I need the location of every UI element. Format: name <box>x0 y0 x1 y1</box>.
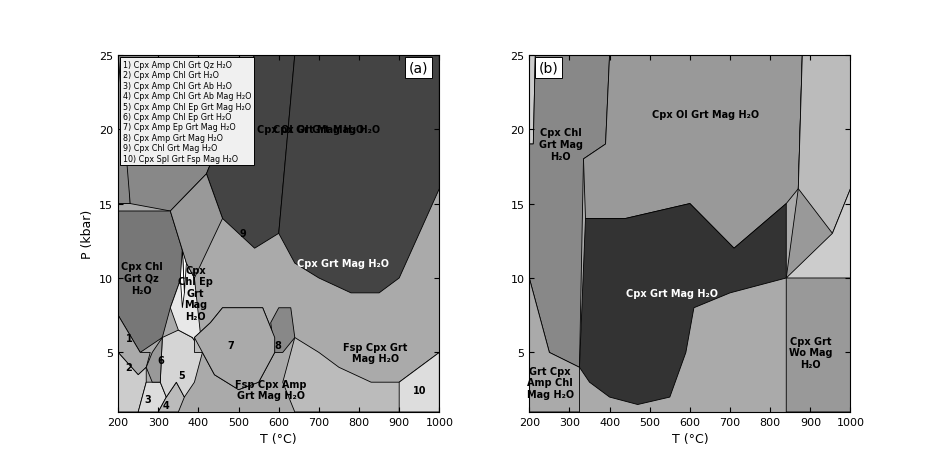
Text: (b): (b) <box>538 61 558 75</box>
Polygon shape <box>582 56 801 249</box>
Polygon shape <box>529 56 609 368</box>
Text: Grt Cpx
Amp Chl
Mag H₂O: Grt Cpx Amp Chl Mag H₂O <box>526 366 573 399</box>
Polygon shape <box>118 56 130 204</box>
Polygon shape <box>398 353 439 412</box>
Text: 1: 1 <box>126 333 132 343</box>
Polygon shape <box>170 175 222 278</box>
Polygon shape <box>180 249 184 308</box>
Polygon shape <box>118 56 254 212</box>
Polygon shape <box>170 263 202 353</box>
Polygon shape <box>118 56 130 204</box>
Polygon shape <box>158 382 184 412</box>
Text: Cpx Grt
Wo Mag
H₂O: Cpx Grt Wo Mag H₂O <box>787 336 832 369</box>
Text: Cpx Chl
Grt Qz
H₂O: Cpx Chl Grt Qz H₂O <box>121 262 162 295</box>
Text: Cpx Ol Grt Mag H₂O: Cpx Ol Grt Mag H₂O <box>273 125 380 135</box>
Polygon shape <box>194 308 275 390</box>
Text: 10: 10 <box>413 385 426 395</box>
Text: (a): (a) <box>408 61 428 75</box>
Polygon shape <box>194 308 275 390</box>
Polygon shape <box>579 204 785 405</box>
Text: Fsp Cpx Amp
Grt Mag H₂O: Fsp Cpx Amp Grt Mag H₂O <box>235 379 306 400</box>
Polygon shape <box>529 56 534 144</box>
Polygon shape <box>282 338 439 412</box>
Text: Cpx Ol Grt Mag H₂O: Cpx Ol Grt Mag H₂O <box>257 125 364 135</box>
Text: Cpx Grt Mag H₂O: Cpx Grt Mag H₂O <box>296 258 389 269</box>
Polygon shape <box>160 331 202 397</box>
Polygon shape <box>206 56 295 249</box>
Polygon shape <box>118 353 146 412</box>
Text: 5: 5 <box>178 370 185 380</box>
Polygon shape <box>785 189 850 278</box>
Text: 3: 3 <box>144 394 151 404</box>
Text: Cpx
Chl Ep
Grt
Mag
H₂O: Cpx Chl Ep Grt Mag H₂O <box>178 265 212 321</box>
X-axis label: T (°C): T (°C) <box>671 432 707 445</box>
Polygon shape <box>182 249 186 293</box>
Polygon shape <box>118 212 186 353</box>
Polygon shape <box>785 56 850 412</box>
Polygon shape <box>278 56 439 293</box>
X-axis label: T (°C): T (°C) <box>261 432 296 445</box>
Polygon shape <box>146 338 162 382</box>
Polygon shape <box>118 315 150 375</box>
Text: 9: 9 <box>239 229 245 239</box>
Text: Cpx Chl
Grt Mag
H₂O: Cpx Chl Grt Mag H₂O <box>538 128 582 161</box>
Text: Fsp Cpx Grt
Mag H₂O: Fsp Cpx Grt Mag H₂O <box>343 342 407 363</box>
Text: 7: 7 <box>227 340 234 350</box>
Polygon shape <box>270 308 295 353</box>
Polygon shape <box>529 278 579 412</box>
Text: 2: 2 <box>125 363 131 373</box>
Text: 6: 6 <box>157 355 163 365</box>
Polygon shape <box>138 382 166 412</box>
Text: 4: 4 <box>162 400 169 410</box>
Text: 8: 8 <box>274 340 281 350</box>
Y-axis label: P (kbar): P (kbar) <box>80 209 93 258</box>
Text: Cpx Grt Mag H₂O: Cpx Grt Mag H₂O <box>625 288 717 298</box>
Polygon shape <box>798 56 850 234</box>
Text: 1) Cpx Amp Chl Grt Qz H₂O
2) Cpx Amp Chl Grt H₂O
3) Cpx Amp Chl Grt Ab H₂O
4) Cp: 1) Cpx Amp Chl Grt Qz H₂O 2) Cpx Amp Chl… <box>123 61 251 163</box>
Text: Cpx Ol Grt Mag H₂O: Cpx Ol Grt Mag H₂O <box>651 110 759 120</box>
